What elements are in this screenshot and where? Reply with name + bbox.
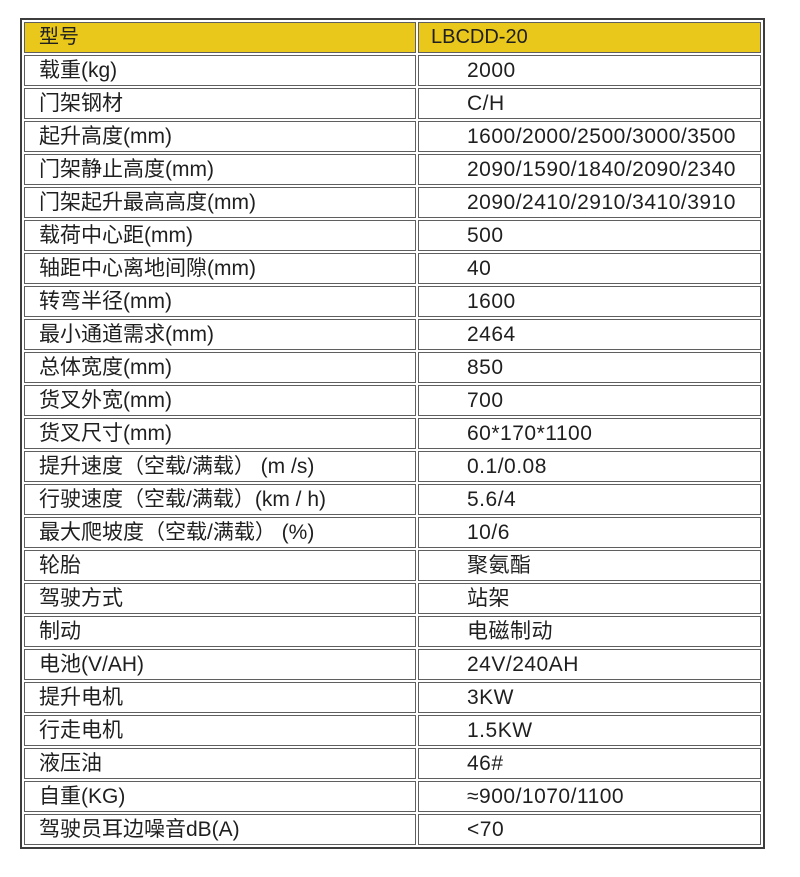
spec-label: 行驶速度（空载/满载）(km / h) [24,484,416,515]
spec-value: 0.1/0.08 [418,451,761,482]
spec-value: 700 [418,385,761,416]
spec-label: 起升高度(mm) [24,121,416,152]
spec-value: 5.6/4 [418,484,761,515]
table-row: 轴距中心离地间隙(mm) 40 [24,253,761,284]
spec-label: 最大爬坡度（空载/满载） (%) [24,517,416,548]
spec-value: 1600 [418,286,761,317]
spec-table-body: 型号 LBCDD-20 载重(kg) 2000 门架钢材 C/H 起升高度(mm… [24,22,761,845]
table-row: 门架静止高度(mm) 2090/1590/1840/2090/2340 [24,154,761,185]
spec-value: 850 [418,352,761,383]
table-header-row: 型号 LBCDD-20 [24,22,761,53]
table-row: 货叉尺寸(mm) 60*170*1100 [24,418,761,449]
spec-label: 轮胎 [24,550,416,581]
spec-label: 提升速度（空载/满载） (m /s) [24,451,416,482]
table-row: 驾驶员耳边噪音dB(A) <70 [24,814,761,845]
spec-value: 1.5KW [418,715,761,746]
spec-table: 型号 LBCDD-20 载重(kg) 2000 门架钢材 C/H 起升高度(mm… [20,18,765,849]
spec-value: 站架 [418,583,761,614]
table-row: 行走电机 1.5KW [24,715,761,746]
spec-value: ≈900/1070/1100 [418,781,761,812]
table-row: 最小通道需求(mm) 2464 [24,319,761,350]
spec-label: 制动 [24,616,416,647]
spec-value: <70 [418,814,761,845]
spec-label: 载荷中心距(mm) [24,220,416,251]
spec-value: 1600/2000/2500/3000/3500 [418,121,761,152]
model-header-label: 型号 [24,22,416,53]
spec-label: 驾驶员耳边噪音dB(A) [24,814,416,845]
spec-label: 自重(KG) [24,781,416,812]
spec-value: 聚氨酯 [418,550,761,581]
spec-value: 2090/1590/1840/2090/2340 [418,154,761,185]
spec-label: 门架静止高度(mm) [24,154,416,185]
table-row: 起升高度(mm) 1600/2000/2500/3000/3500 [24,121,761,152]
spec-value: 3KW [418,682,761,713]
spec-label: 门架钢材 [24,88,416,119]
table-row: 自重(KG) ≈900/1070/1100 [24,781,761,812]
spec-label: 总体宽度(mm) [24,352,416,383]
table-row: 制动 电磁制动 [24,616,761,647]
spec-label: 电池(V/AH) [24,649,416,680]
table-row: 门架钢材 C/H [24,88,761,119]
spec-label: 货叉外宽(mm) [24,385,416,416]
model-header-value: LBCDD-20 [418,22,761,53]
table-row: 载荷中心距(mm) 500 [24,220,761,251]
table-row: 门架起升最高高度(mm) 2090/2410/2910/3410/3910 [24,187,761,218]
table-row: 液压油 46# [24,748,761,779]
spec-label: 门架起升最高高度(mm) [24,187,416,218]
table-row: 行驶速度（空载/满载）(km / h) 5.6/4 [24,484,761,515]
spec-value: C/H [418,88,761,119]
spec-label: 轴距中心离地间隙(mm) [24,253,416,284]
spec-value: 10/6 [418,517,761,548]
spec-label: 提升电机 [24,682,416,713]
spec-label: 驾驶方式 [24,583,416,614]
spec-label: 转弯半径(mm) [24,286,416,317]
spec-value: 40 [418,253,761,284]
table-row: 电池(V/AH) 24V/240AH [24,649,761,680]
spec-value: 2090/2410/2910/3410/3910 [418,187,761,218]
spec-value: 60*170*1100 [418,418,761,449]
spec-value: 46# [418,748,761,779]
table-row: 载重(kg) 2000 [24,55,761,86]
spec-label: 载重(kg) [24,55,416,86]
table-row: 提升电机 3KW [24,682,761,713]
spec-value: 2000 [418,55,761,86]
table-row: 驾驶方式 站架 [24,583,761,614]
spec-label: 货叉尺寸(mm) [24,418,416,449]
table-row: 转弯半径(mm) 1600 [24,286,761,317]
table-row: 最大爬坡度（空载/满载） (%) 10/6 [24,517,761,548]
table-row: 轮胎 聚氨酯 [24,550,761,581]
spec-value: 2464 [418,319,761,350]
table-row: 总体宽度(mm) 850 [24,352,761,383]
table-row: 货叉外宽(mm) 700 [24,385,761,416]
spec-label: 液压油 [24,748,416,779]
spec-label: 最小通道需求(mm) [24,319,416,350]
spec-value: 500 [418,220,761,251]
spec-label: 行走电机 [24,715,416,746]
spec-value: 电磁制动 [418,616,761,647]
spec-value: 24V/240AH [418,649,761,680]
table-row: 提升速度（空载/满载） (m /s) 0.1/0.08 [24,451,761,482]
